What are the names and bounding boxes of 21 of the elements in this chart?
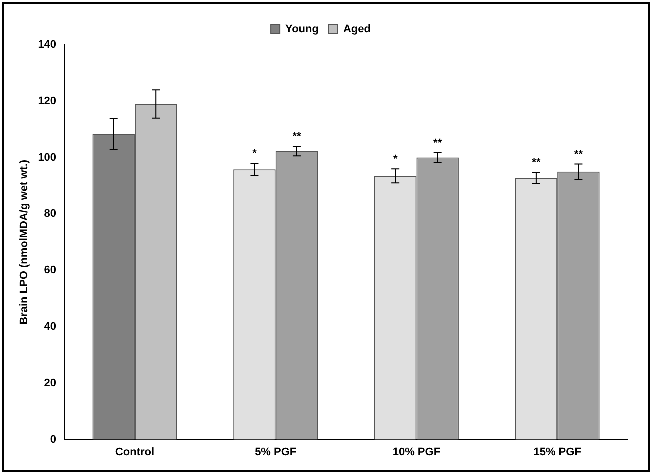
y-tick-label: 20 [44, 377, 57, 390]
y-tick-label: 40 [44, 321, 57, 334]
y-tick-label: 100 [38, 152, 57, 164]
legend-label: Aged [343, 24, 371, 36]
x-tick-label: 5% PGF [255, 446, 297, 458]
legend-label: Young [286, 24, 319, 36]
y-tick-label: 120 [38, 95, 57, 108]
y-tick-label: 80 [44, 208, 57, 220]
data-label: ** [532, 156, 542, 169]
data-label: ** [434, 138, 443, 150]
y-tick-label: 140 [38, 39, 57, 52]
y-tick-label: 60 [44, 264, 57, 277]
x-tick-label: 10% PGF [392, 446, 441, 458]
data-label: ** [292, 131, 302, 144]
x-tick-label: 15% PGF [534, 446, 582, 458]
x-tick-label: Control [115, 446, 155, 458]
y-tick-label: 0 [50, 434, 57, 446]
y-axis-title: Brain LPO (nmolMDA/g wet wt.) [18, 160, 31, 325]
data-label: * [393, 154, 398, 166]
data-label: ** [574, 148, 584, 161]
data-label: * [252, 148, 258, 160]
